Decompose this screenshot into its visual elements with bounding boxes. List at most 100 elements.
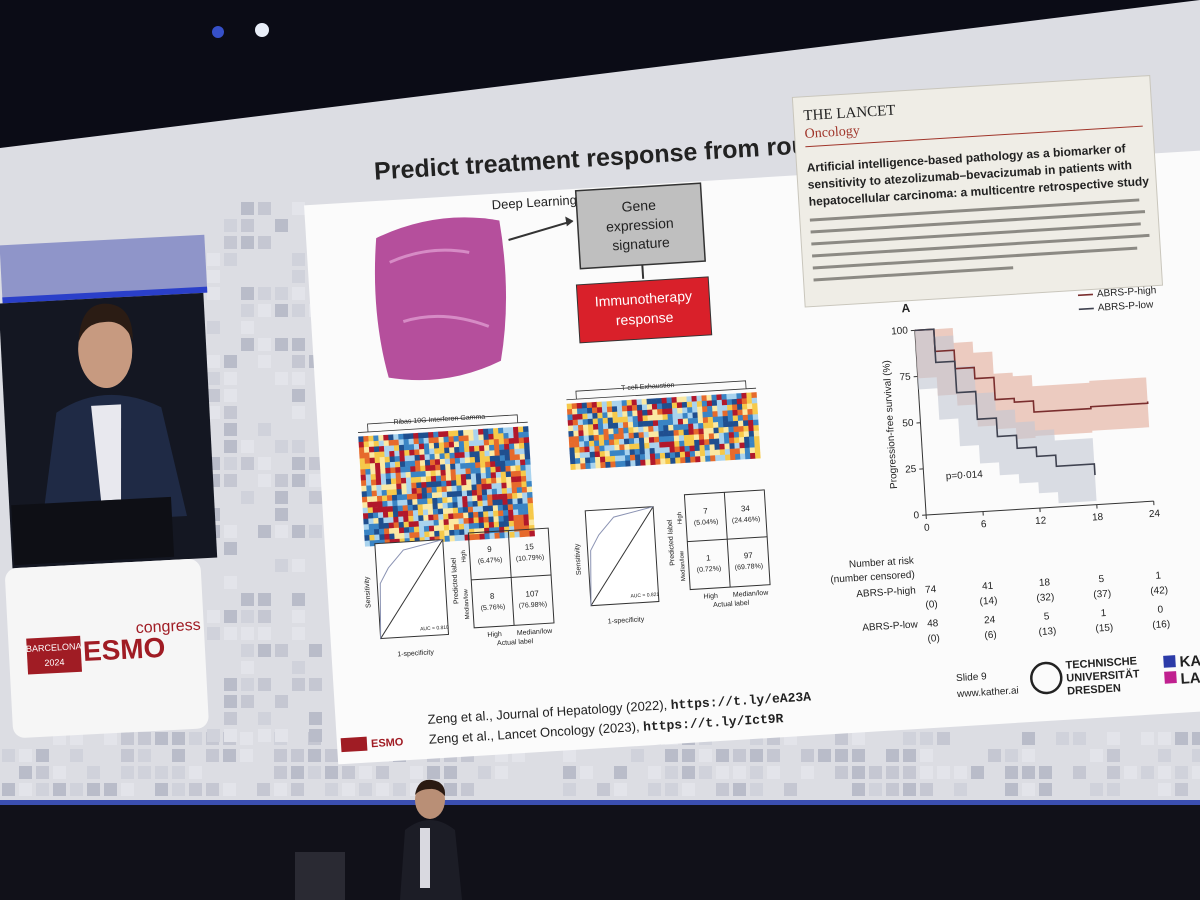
heatmap-cell <box>751 397 758 404</box>
mosaic-tile <box>258 423 271 436</box>
mosaic-tile <box>1090 749 1103 762</box>
heatmap-cell <box>488 521 495 529</box>
mosaic-tile <box>292 287 305 300</box>
heatmap-cell <box>446 491 453 498</box>
heatmap-cell <box>666 397 673 404</box>
heatmap-cell <box>576 408 583 415</box>
heatmap-cell <box>436 481 442 488</box>
heatmap-cell <box>509 449 515 456</box>
heatmap-cell <box>581 408 588 415</box>
speaker-head <box>78 312 133 389</box>
heatmap-cell <box>362 502 368 509</box>
heatmap-cell <box>748 436 755 443</box>
mosaic-tile <box>1005 749 1018 762</box>
heatmap-cell <box>474 451 481 458</box>
mosaic-tile <box>580 766 593 779</box>
mosaic-tile <box>275 559 288 572</box>
mosaic-tile <box>631 749 644 762</box>
heatmap-cell <box>727 410 734 417</box>
heatmap-cell <box>369 534 375 541</box>
heatmap-cell <box>523 514 529 521</box>
heatmap-cell <box>503 515 510 522</box>
heatmap-cell <box>369 452 375 459</box>
heatmap-cell <box>517 498 523 505</box>
heatmap-cell <box>452 502 459 509</box>
mosaic-tile <box>258 474 271 487</box>
heatmap-cell <box>664 441 670 448</box>
mosaic-tile <box>275 338 288 351</box>
heatmap-cell <box>505 471 512 478</box>
podium <box>11 496 175 566</box>
heatmap-cell <box>432 503 439 510</box>
heatmap-cell <box>441 491 448 498</box>
heatmap-cell <box>745 453 751 460</box>
heatmap-cell <box>573 430 579 437</box>
heatmap-cell <box>404 455 411 462</box>
mosaic-tile <box>291 766 304 779</box>
heatmap-cell <box>427 509 434 516</box>
axis-label: Predicted label <box>667 519 677 566</box>
heatmap-cell <box>473 429 479 436</box>
heatmap-cell <box>661 397 668 404</box>
heatmap-cell <box>415 465 421 472</box>
heatmap-cell <box>672 418 679 426</box>
lab-logo <box>1164 671 1177 684</box>
heatmap-cell <box>429 448 435 455</box>
heatmap-cell <box>583 440 590 448</box>
heatmap-cell <box>386 484 392 491</box>
heatmap-cell <box>507 427 514 434</box>
matrix-count: 107 <box>525 589 539 599</box>
heatmap-cell <box>752 414 759 421</box>
lectern <box>295 852 345 900</box>
heatmap-cell <box>469 451 476 458</box>
heatmap-cell <box>729 437 735 444</box>
heatmap-cell <box>514 448 520 455</box>
heatmap-cell <box>495 466 502 473</box>
heatmap-cell <box>448 430 454 437</box>
heatmap-cell <box>450 463 456 470</box>
heatmap-cell <box>508 509 514 516</box>
heatmap-cell <box>513 443 520 450</box>
mosaic-tile <box>801 749 814 762</box>
matrix-count: 15 <box>525 542 535 552</box>
heatmap-cell <box>746 392 752 399</box>
heatmap-cell <box>514 459 521 466</box>
heatmap-cell <box>579 457 586 464</box>
mosaic-tile <box>767 749 780 762</box>
heatmap-cell <box>369 457 376 464</box>
heatmap-cell <box>370 474 377 481</box>
matrix-rule <box>687 536 768 543</box>
heatmap-cell <box>528 524 535 532</box>
mosaic-tile <box>1158 766 1171 779</box>
heatmap-cell <box>518 442 525 450</box>
heatmap-cell <box>487 499 494 507</box>
heatmap-cell <box>594 456 601 463</box>
heatmap-cell <box>670 457 676 464</box>
heatmap-cell <box>708 427 715 434</box>
mosaic-tile <box>716 783 729 796</box>
heatmap-cell <box>692 417 699 424</box>
heatmap-cell <box>427 503 434 510</box>
heatmap-cell <box>372 512 379 519</box>
heatmap-cell <box>426 492 433 499</box>
heatmap-cell <box>592 412 598 420</box>
heatmap-cell <box>578 441 585 448</box>
heatmap-cell <box>403 516 409 523</box>
heatmap-cell <box>478 522 485 529</box>
heatmap-cell <box>457 496 463 503</box>
heatmap-cell <box>423 443 430 450</box>
heatmap-cell <box>586 407 593 414</box>
mosaic-tile <box>240 749 253 762</box>
author-line <box>811 222 1141 246</box>
heatmap-cell <box>609 450 616 457</box>
heatmap-cell <box>520 470 527 477</box>
heatmap-cell <box>597 423 604 430</box>
heatmap-cell <box>388 439 395 447</box>
heatmap-cell <box>640 459 646 466</box>
heatmap-cell <box>358 441 365 448</box>
heatmap-cell <box>470 462 476 469</box>
heatmap-cell <box>412 510 419 517</box>
heatmap-cell <box>384 533 390 540</box>
mosaic-tile <box>121 783 134 796</box>
heatmap-cell <box>395 467 401 474</box>
